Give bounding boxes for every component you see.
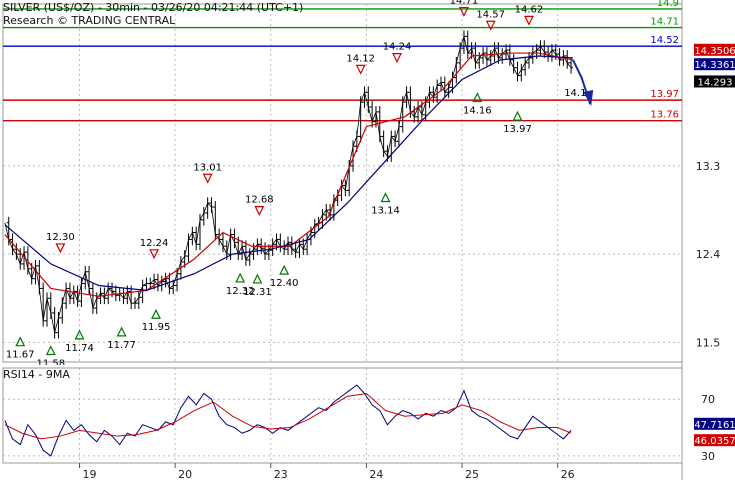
swing-high-marker bbox=[524, 15, 534, 26]
swing-low-label: 11.58 bbox=[36, 359, 65, 365]
chart-subtitle: Research © TRADING CENTRAL bbox=[3, 14, 176, 27]
price-line bbox=[4, 34, 572, 333]
x-tick-label: 24 bbox=[369, 468, 383, 480]
swing-high-marker bbox=[202, 173, 213, 184]
price-chart: 11.5 12.4 13.3 14.9 14.71 14.52 13.97 13.76 14.1… bbox=[2, 0, 735, 365]
swing-low-label: 13.97 bbox=[503, 124, 532, 135]
swing-low-marker bbox=[15, 336, 26, 347]
rsi-tag-box bbox=[694, 417, 735, 430]
rsi-series-line bbox=[4, 384, 572, 457]
swing-high-label: 14.24 bbox=[383, 42, 412, 53]
swing-low-marker bbox=[472, 92, 483, 103]
price-tag-label: 14.3506 bbox=[694, 46, 735, 57]
swing-low-marker bbox=[380, 192, 391, 203]
level-label: 14.9 bbox=[657, 0, 679, 9]
swing-high-label: 14.57 bbox=[476, 9, 505, 20]
swing-low-marker bbox=[116, 326, 127, 337]
moving-average-line bbox=[4, 52, 574, 297]
rsi-plot-frame bbox=[2, 367, 683, 464]
level-label: 13.97 bbox=[650, 89, 679, 100]
swing-high-label: 14.71 bbox=[450, 0, 479, 7]
swing-low-label: 11.74 bbox=[65, 343, 94, 354]
price-tag-label: 14.293 bbox=[698, 77, 733, 88]
swing-low-marker bbox=[512, 110, 523, 121]
x-tick-label: 26 bbox=[561, 468, 575, 480]
level-label: 14.52 bbox=[650, 35, 679, 46]
swing-high-marker bbox=[485, 20, 496, 31]
swing-high-label: 12.68 bbox=[245, 195, 274, 206]
swing-high-label: 14.62 bbox=[515, 4, 544, 15]
swing-low-marker bbox=[279, 264, 290, 275]
swing-high-marker bbox=[392, 53, 402, 63]
swing-high-marker bbox=[149, 249, 160, 260]
rsi-y-tick-label: 30 bbox=[701, 450, 715, 463]
price-tag-label: 14.3361 bbox=[694, 60, 735, 71]
swing-high-marker bbox=[355, 64, 366, 75]
rsi-tag-label: 47.7161 bbox=[694, 420, 735, 431]
swing-high-marker bbox=[55, 243, 66, 254]
x-tick-label: 20 bbox=[178, 468, 192, 480]
swing-high-marker bbox=[254, 206, 265, 216]
swing-low-label: 11.67 bbox=[6, 350, 35, 361]
swing-low-label: 14.16 bbox=[463, 105, 492, 116]
swing-low-label: 12.32 bbox=[226, 286, 255, 297]
price-tag-box bbox=[694, 58, 735, 71]
swing-low-marker bbox=[45, 345, 56, 356]
swing-low-label: 12.40 bbox=[270, 278, 299, 289]
price-y-tick-label: 12.4 bbox=[696, 248, 721, 261]
projection-label: 14.1 bbox=[564, 88, 586, 99]
swing-low-label: 13.14 bbox=[371, 206, 400, 217]
x-tick-label: 19 bbox=[83, 468, 97, 480]
x-tick-label: 23 bbox=[274, 468, 288, 480]
level-label: 14.71 bbox=[650, 17, 679, 28]
swing-high-label: 13.01 bbox=[193, 162, 222, 173]
swing-high-label: 14.12 bbox=[346, 53, 375, 64]
rsi-tag-label: 46.0357 bbox=[694, 436, 735, 447]
price-tag-box bbox=[694, 43, 735, 56]
x-tick-label: 25 bbox=[465, 468, 479, 480]
swing-high-label: 12.30 bbox=[46, 232, 75, 243]
rsi-y-tick-label: 70 bbox=[701, 393, 715, 406]
swing-low-label: 12.31 bbox=[243, 287, 272, 298]
moving-average-line bbox=[4, 55, 574, 292]
swing-low-label: 11.77 bbox=[107, 340, 136, 351]
rsi-tag-box bbox=[694, 434, 735, 447]
swing-low-label: 11.95 bbox=[142, 322, 171, 333]
chart-title: SILVER (US$/OZ) - 30min - 03/26/20 04:21… bbox=[3, 1, 304, 14]
swing-low-marker bbox=[74, 329, 85, 340]
price-y-tick-label: 13.3 bbox=[696, 160, 721, 173]
swing-low-marker bbox=[151, 308, 161, 319]
projection-arrowhead bbox=[583, 90, 594, 107]
level-label: 13.76 bbox=[650, 110, 679, 121]
rsi-series-line bbox=[4, 392, 572, 440]
rsi-title: RSI14 - 9MA bbox=[3, 368, 70, 381]
swing-low-marker bbox=[235, 272, 246, 283]
price-tag-box bbox=[694, 75, 735, 88]
swing-high-label: 12.24 bbox=[140, 238, 169, 249]
swing-low-marker bbox=[252, 273, 263, 284]
swing-high-marker bbox=[458, 6, 469, 17]
price-y-tick-label: 11.5 bbox=[696, 336, 721, 349]
